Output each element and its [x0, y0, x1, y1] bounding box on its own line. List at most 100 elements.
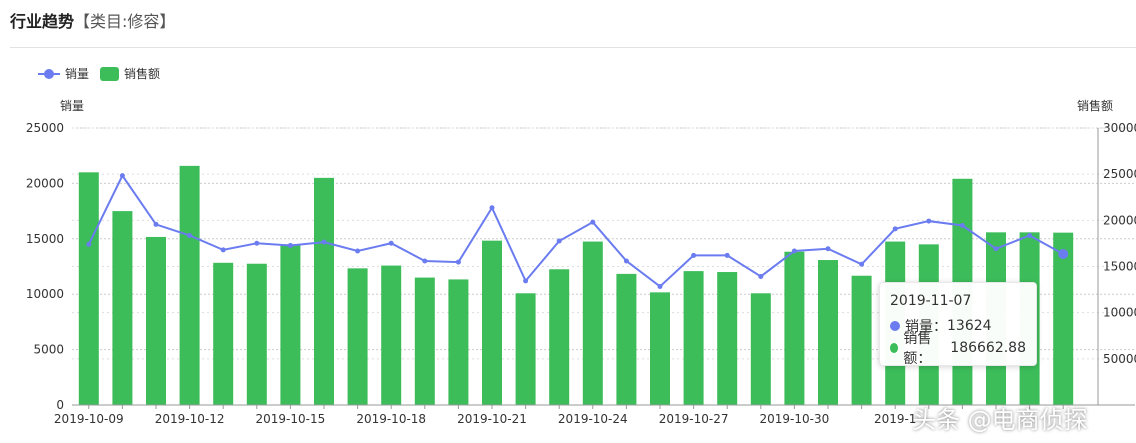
left-tick-label: 5000 [33, 343, 64, 357]
bar [179, 165, 200, 405]
left-tick-label: 20000 [26, 176, 64, 190]
x-tick-label: 2019-10-30 [760, 412, 830, 426]
category-label: 【类目:修容】 [74, 12, 176, 31]
bar [381, 265, 402, 405]
right-tick-label: 250000 [1103, 167, 1136, 181]
line-point [1027, 232, 1033, 238]
right-tick-label: 100000 [1103, 306, 1136, 320]
tooltip-row-amount: 销售额： 186662.88 [890, 331, 1026, 367]
bar [112, 211, 133, 405]
right-axis-ticks: 50000 100000 150000 200000 250000 300000 [1097, 121, 1136, 405]
x-tick-label: 2019-10-12 [155, 412, 225, 426]
bar [482, 240, 502, 405]
line-point [724, 252, 730, 258]
line-point [187, 232, 193, 238]
tooltip-amount-value: 186662.88 [950, 340, 1026, 356]
line-point [791, 248, 797, 254]
line-point [1058, 249, 1069, 260]
line-point [926, 218, 932, 224]
bar [683, 271, 704, 405]
bar [78, 172, 99, 405]
line-point [287, 242, 293, 248]
page-header: 行业趋势【类目:修容】 [10, 8, 175, 32]
legend-line-dot [44, 69, 54, 79]
left-tick-label: 0 [56, 398, 64, 412]
legend-line-label[interactable]: 销量 [65, 67, 89, 81]
line-point [523, 278, 529, 284]
line-point [455, 259, 461, 265]
line-point [422, 258, 428, 264]
x-tick-label: 2019-10-24 [558, 412, 628, 426]
line-point [220, 247, 226, 253]
bar [314, 177, 334, 405]
bar [818, 260, 838, 405]
line-point [959, 223, 965, 229]
line-point [859, 261, 865, 267]
line-point [321, 239, 327, 245]
bar [515, 293, 536, 405]
x-axis: 2019-10-09 2019-10-12 2019-10-15 2019-10-18… [54, 404, 1135, 426]
line-point [388, 240, 394, 246]
tooltip-amount-dot [890, 343, 899, 353]
tooltip-volume-value: 13624 [947, 318, 992, 334]
left-axis-ticks: 0 5000 10000 15000 20000 25000 [26, 121, 64, 412]
line-point [657, 283, 663, 289]
bar [213, 262, 234, 405]
x-tick-label: 2019-10-09 [54, 412, 124, 426]
right-tick-label: 300000 [1103, 121, 1136, 135]
line-point [119, 173, 125, 179]
bar [851, 275, 872, 405]
legend-bar-symbol [100, 67, 119, 81]
line-point [489, 205, 495, 211]
right-tick-label: 200000 [1103, 213, 1136, 227]
bar [246, 263, 267, 405]
bar [414, 277, 435, 405]
bar [750, 293, 771, 405]
bar [784, 251, 805, 405]
left-tick-label: 15000 [26, 232, 64, 246]
line-point [556, 238, 562, 244]
line-point [590, 219, 596, 225]
line-point [825, 246, 831, 252]
x-tick-label: 2019-10-27 [659, 412, 729, 426]
x-tick-label: 2019-10-15 [256, 412, 326, 426]
bar [146, 236, 166, 405]
chart-legend[interactable]: 销量 销售额 [38, 66, 160, 81]
watermark: 头条 @电商侦探 [912, 406, 1088, 434]
legend-bar-label[interactable]: 销售额 [124, 66, 160, 81]
line-point [254, 240, 260, 246]
line-point [691, 252, 697, 258]
line-point [892, 226, 898, 232]
tooltip-row-volume: 销量： 13624 [890, 315, 1026, 337]
line-point [758, 273, 764, 279]
left-tick-label: 25000 [26, 121, 64, 135]
line-point [86, 241, 92, 247]
bar [1053, 232, 1074, 405]
tooltip-volume-dot [890, 321, 900, 331]
line-point [153, 221, 159, 227]
bar [616, 273, 637, 405]
bar [448, 279, 469, 405]
bar [717, 272, 738, 405]
line-point [355, 248, 361, 254]
bar [347, 268, 368, 405]
bar [280, 244, 301, 405]
tooltip-date: 2019-11-07 [890, 293, 972, 309]
right-axis-label: 销售额 [1077, 98, 1113, 113]
left-tick-label: 10000 [26, 287, 64, 301]
x-tick-label: 2019-10-18 [356, 412, 426, 426]
right-tick-label: 50000 [1103, 352, 1136, 366]
x-tick-label: 2019-10-21 [457, 412, 527, 426]
bar [582, 241, 603, 405]
tooltip-volume-label: 销量： [905, 319, 947, 335]
left-axis-label: 销量 [60, 99, 84, 113]
line-point [993, 246, 999, 252]
x-tick-label: 2019-1 [874, 412, 917, 426]
sales-volume-line [86, 173, 1069, 289]
line-point [623, 258, 629, 264]
right-tick-label: 150000 [1103, 260, 1136, 274]
page-title: 行业趋势 [10, 12, 75, 31]
header-divider [10, 47, 1136, 48]
data-tooltip: 2019-11-07 销量： 13624 销售额： 186662.88 [879, 282, 1037, 367]
